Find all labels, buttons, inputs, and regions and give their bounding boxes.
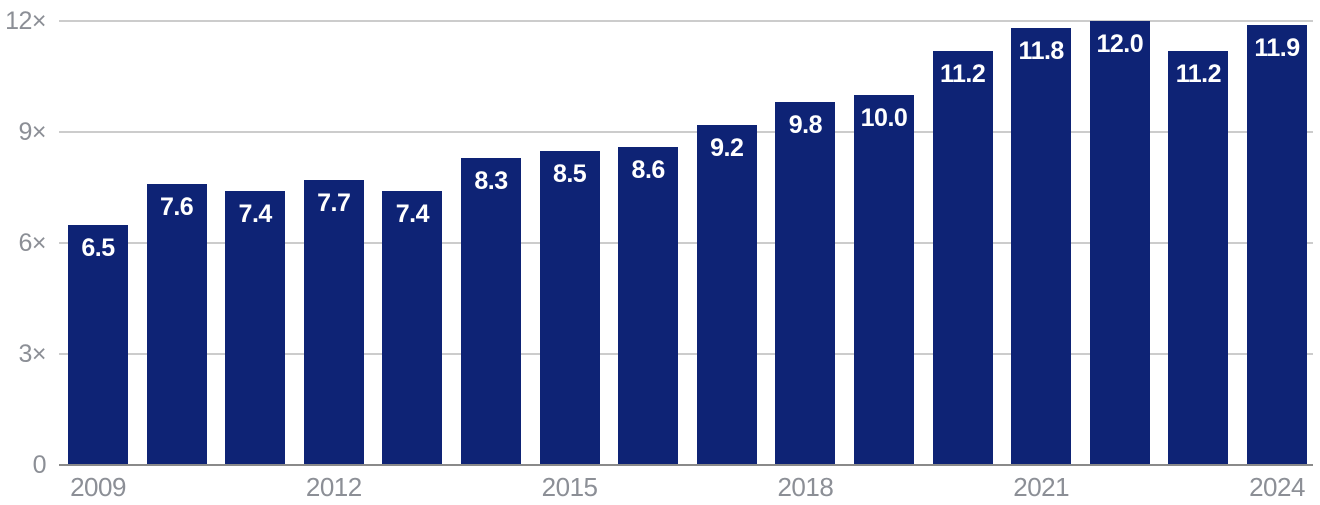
bar-2014: 8.3 — [461, 157, 521, 465]
bar-value-label: 8.3 — [474, 166, 508, 195]
bar-2019: 10.0 — [854, 95, 914, 465]
y-axis-tick-label: 12× — [5, 7, 46, 35]
bar-value-label: 7.7 — [317, 189, 351, 218]
y-axis-tick-label: 9× — [18, 118, 46, 146]
bar-2023: 11.2 — [1168, 50, 1229, 465]
bar-2011: 7.4 — [225, 191, 286, 465]
bar-value-label: 11.2 — [939, 59, 986, 88]
bar-value-label: 7.6 — [159, 192, 194, 221]
gridline-6× — [59, 242, 1313, 244]
bar-value-label: 11.8 — [1018, 37, 1065, 66]
y-axis-tick-label: 6× — [18, 229, 46, 257]
bar-2010: 7.6 — [146, 183, 207, 465]
bar-2009: 6.5 — [68, 224, 128, 465]
bar-value-label: 9.8 — [788, 111, 823, 140]
bar-2012: 7.7 — [303, 180, 364, 465]
gridline-12× — [59, 20, 1313, 22]
x-axis-tick-label: 2021 — [1013, 472, 1070, 502]
bar-2017: 9.2 — [696, 124, 757, 465]
bar-value-label: 7.4 — [395, 200, 430, 229]
gridline-3× — [59, 353, 1313, 355]
x-axis-tick-label: 2015 — [541, 472, 598, 502]
y-axis-tick-label: 0 — [32, 451, 47, 479]
bar-value-label: 10.0 — [860, 104, 908, 132]
bar-2021: 11.8 — [1011, 28, 1072, 465]
bar-value-label: 7.4 — [238, 200, 273, 229]
bar-value-label: 8.5 — [552, 159, 587, 188]
bar-2015: 8.5 — [539, 150, 600, 465]
bar-value-label: 11.2 — [1175, 59, 1222, 88]
x-axis-line — [59, 464, 1313, 466]
bar-value-label: 8.6 — [631, 155, 666, 184]
bar-2018: 9.8 — [775, 102, 836, 465]
bar-2022: 12.0 — [1089, 21, 1150, 465]
bar-2020: 11.2 — [932, 50, 993, 465]
gridline-9× — [59, 131, 1313, 133]
x-axis-tick-label: 2009 — [70, 472, 126, 502]
x-axis-tick-label: 2024 — [1249, 472, 1305, 502]
bar-value-label: 9.2 — [710, 133, 744, 162]
bar-2024: 11.9 — [1247, 24, 1307, 465]
y-axis-tick-label: 3× — [18, 340, 46, 368]
x-axis-tick-label: 2012 — [305, 472, 362, 502]
bar-value-label: 6.5 — [81, 233, 115, 262]
bar-value-label: 11.9 — [1254, 33, 1300, 62]
bar-value-label: 12.0 — [1096, 30, 1144, 58]
x-axis-tick-label: 2018 — [777, 472, 834, 502]
bar-2013: 7.4 — [382, 191, 443, 465]
bar-2016: 8.6 — [618, 146, 679, 465]
